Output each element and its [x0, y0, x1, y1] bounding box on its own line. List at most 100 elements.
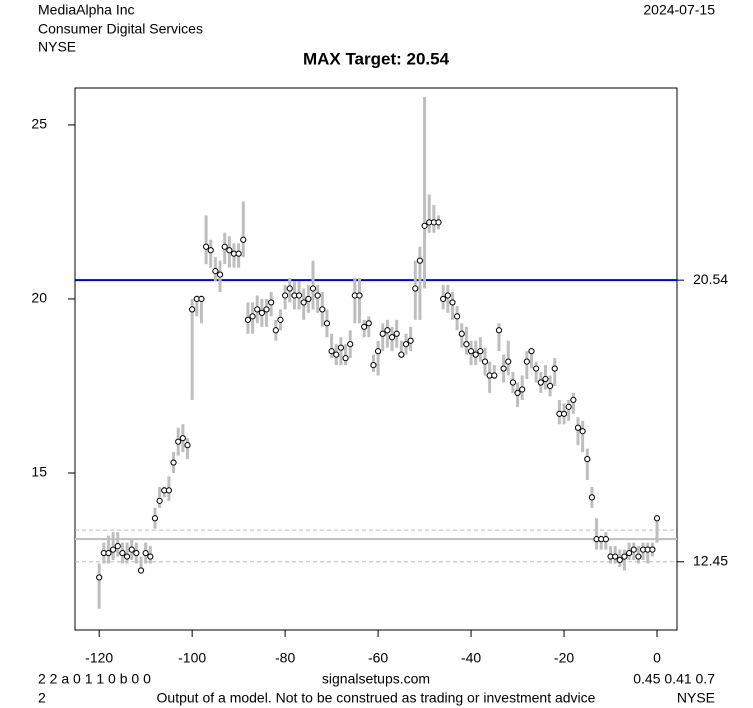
close-point — [570, 396, 577, 404]
close-point — [398, 351, 405, 358]
close-point — [337, 344, 345, 351]
close-point — [519, 386, 526, 393]
reference-label: 20.54 — [693, 271, 728, 287]
close-point — [179, 435, 186, 442]
close-point — [612, 553, 619, 560]
close-point — [170, 459, 177, 466]
close-point — [119, 549, 126, 557]
plot-frame — [74, 87, 678, 631]
close-point — [175, 438, 182, 445]
disclaimer: Output of a model. Not to be construed a… — [157, 690, 596, 706]
close-point — [626, 549, 633, 557]
close-point — [235, 250, 242, 257]
close-point — [560, 410, 568, 417]
close-point — [361, 323, 368, 330]
close-point — [440, 295, 447, 303]
close-point — [147, 553, 154, 560]
y-tick-label: 15 — [31, 464, 47, 480]
close-point — [505, 358, 512, 365]
close-point — [184, 442, 191, 449]
x-tick-label: -20 — [554, 650, 574, 666]
close-point — [458, 330, 465, 337]
close-point — [133, 549, 140, 557]
close-point — [435, 219, 442, 226]
close-point — [110, 546, 117, 553]
x-tick-label: -40 — [461, 650, 481, 666]
x-tick-label: -100 — [178, 650, 206, 666]
close-point — [286, 285, 293, 292]
close-point — [574, 424, 582, 431]
close-point — [221, 243, 228, 250]
close-point — [584, 455, 591, 463]
close-point — [142, 549, 149, 557]
close-point — [226, 247, 233, 254]
close-point — [277, 316, 284, 323]
close-point — [463, 341, 470, 348]
close-point — [314, 292, 321, 299]
close-point — [495, 327, 503, 334]
close-point — [416, 257, 424, 264]
close-point — [565, 403, 572, 410]
close-point — [454, 313, 461, 320]
close-point — [212, 268, 219, 275]
close-point — [123, 553, 131, 560]
close-point — [309, 285, 317, 292]
close-point — [323, 320, 331, 327]
close-point — [305, 295, 312, 303]
close-point — [477, 348, 484, 355]
close-point — [207, 247, 214, 254]
close-point — [509, 379, 517, 386]
close-point — [551, 365, 558, 372]
close-point — [189, 306, 196, 313]
close-point — [514, 389, 521, 397]
close-point — [295, 292, 303, 299]
close-point — [588, 494, 596, 501]
close-point — [244, 316, 252, 323]
close-point — [500, 365, 507, 372]
close-point — [533, 365, 540, 372]
close-point — [649, 546, 656, 553]
x-tick-label: -120 — [85, 650, 113, 666]
close-point — [263, 306, 270, 313]
close-point — [412, 285, 419, 292]
close-point — [151, 515, 159, 522]
close-point — [333, 351, 340, 358]
close-point — [546, 382, 554, 390]
close-point — [370, 361, 377, 369]
close-point — [328, 348, 335, 355]
close-point — [374, 348, 382, 355]
footer-site: signalsetups.com — [322, 671, 430, 687]
close-point — [165, 487, 173, 494]
close-point — [444, 292, 451, 299]
close-point — [202, 243, 210, 250]
close-point — [467, 348, 475, 355]
company: MediaAlpha Inc — [38, 2, 135, 18]
close-point — [481, 358, 489, 365]
close-point — [472, 351, 479, 358]
close-point — [216, 271, 224, 278]
close-point — [319, 306, 326, 313]
close-point — [537, 379, 544, 386]
footer-id: 2 — [38, 690, 46, 706]
close-point — [379, 330, 386, 337]
x-tick-label: -80 — [275, 650, 295, 666]
close-point — [393, 330, 400, 337]
close-point — [254, 306, 261, 313]
close-point — [268, 299, 275, 306]
footer-exchange: NYSE — [677, 690, 715, 706]
close-point — [282, 292, 289, 299]
close-point — [523, 358, 530, 365]
close-point — [249, 313, 256, 320]
close-point — [579, 428, 586, 435]
reference-label: 12.45 — [693, 552, 728, 568]
close-point — [402, 341, 410, 348]
date: 2024-07-15 — [643, 2, 715, 18]
close-point — [347, 341, 354, 348]
close-point — [388, 334, 396, 341]
chart-title: MAX Target: 20.54 — [303, 49, 450, 68]
close-point — [421, 222, 428, 229]
close-point — [342, 355, 349, 362]
close-point — [137, 567, 145, 574]
close-point — [96, 574, 103, 581]
